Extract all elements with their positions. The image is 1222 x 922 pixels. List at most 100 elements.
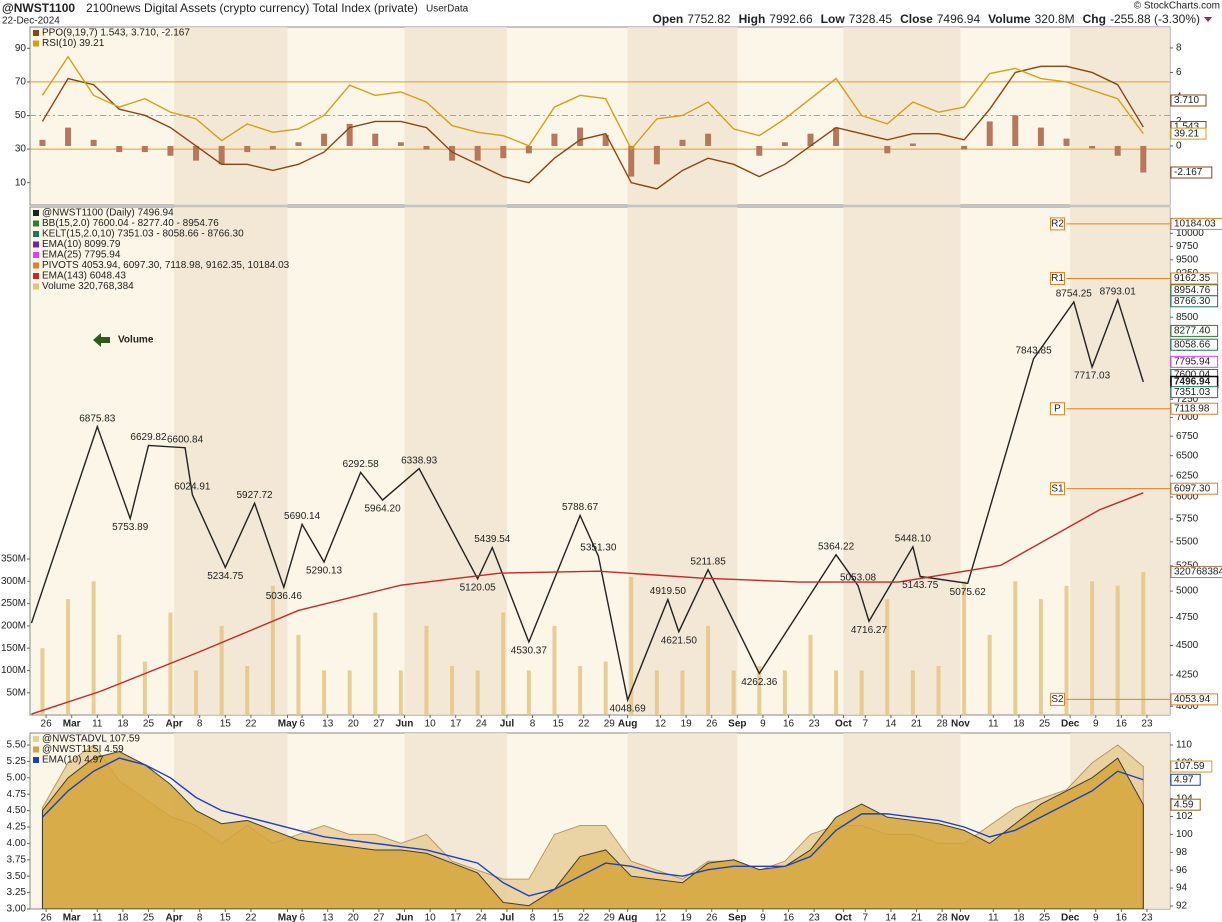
x-tick-label: Dec xyxy=(1061,913,1080,922)
x-tick-label: 11 xyxy=(92,913,103,922)
histogram-bar xyxy=(295,142,302,146)
source: UserData xyxy=(426,4,469,15)
tick-label: 5000 xyxy=(1176,586,1199,597)
quote: Open 7752.82 High 7992.66 Low 7328.45 Close 749… xyxy=(653,12,1200,26)
x-tick-label: 9 xyxy=(1093,913,1099,922)
volume-bar xyxy=(501,612,506,715)
tick-label: 4.00 xyxy=(7,838,27,849)
tick-label: 6250 xyxy=(1176,471,1199,482)
tick-label: 5500 xyxy=(1176,537,1199,548)
legend-label: @NWST11SI 4.59 xyxy=(42,744,124,755)
legend-swatch xyxy=(33,283,39,290)
volume-bar xyxy=(219,625,224,715)
histogram-bar xyxy=(807,133,814,146)
histogram-bar xyxy=(244,145,251,153)
x-tick-label: Jul xyxy=(500,719,515,730)
x-tick-label: 23 xyxy=(809,719,821,730)
x-tick-label: 20 xyxy=(348,913,360,922)
price-annotation: 8793.01 xyxy=(1100,286,1137,297)
x-tick-label: 26 xyxy=(706,913,718,922)
value-tag xyxy=(1170,324,1219,337)
histogram-bar xyxy=(397,142,404,146)
legend-swatch xyxy=(33,231,39,237)
tick-label: 4.25 xyxy=(7,822,27,833)
quote-label: Close xyxy=(900,12,933,26)
value-tag-label: 8954.76 xyxy=(1174,285,1211,296)
tick-label: 96 xyxy=(1176,865,1188,876)
histogram-bar xyxy=(756,145,763,156)
pivot-box xyxy=(1049,271,1065,285)
tick-label: 100M xyxy=(1,665,26,676)
volume-bar xyxy=(347,670,352,715)
value-tag xyxy=(1170,566,1222,579)
volume-bar xyxy=(782,670,787,715)
x-tick-label: 8 xyxy=(530,719,536,730)
month-band xyxy=(1070,27,1170,205)
histogram-bar xyxy=(679,139,686,146)
price-annotation: 5211.85 xyxy=(690,556,726,567)
tick-label: 6500 xyxy=(1176,450,1199,461)
x-tick-label: 23 xyxy=(1141,913,1153,922)
histogram-bar xyxy=(1063,138,1070,146)
quote-value: 320.8M xyxy=(1035,12,1075,26)
legend-swatch xyxy=(33,252,39,258)
x-tick-label: 18 xyxy=(117,913,129,922)
price-annotation: 5964.20 xyxy=(364,504,401,515)
x-tick-label: 28 xyxy=(937,719,949,730)
price-annotation: 6024.91 xyxy=(174,481,211,492)
x-tick-label: 28 xyxy=(937,913,949,922)
price-annotation: 4048.69 xyxy=(610,704,647,715)
quote-value: 7328.45 xyxy=(849,12,893,26)
x-tick-label: Jun xyxy=(396,913,414,922)
x-tick-label: 26 xyxy=(41,913,53,922)
month-band xyxy=(843,207,961,715)
tick-label: 10 xyxy=(15,177,27,188)
plot-area xyxy=(30,27,1170,205)
month-band xyxy=(1070,207,1170,715)
x-tick-label: 7 xyxy=(863,913,869,922)
tick-label: 6000 xyxy=(1176,492,1199,503)
x-tick-label: 21 xyxy=(911,913,923,922)
pivot-tag xyxy=(1170,217,1222,230)
x-tick-label: Apr xyxy=(165,913,182,922)
month-band xyxy=(174,207,288,715)
histogram-bar xyxy=(577,127,584,146)
volume-bar xyxy=(270,585,275,715)
value-tag-label: 4.59 xyxy=(1174,799,1194,810)
x-tick-label: 9 xyxy=(1093,719,1099,730)
value-tag-label: 7496.94 xyxy=(1174,377,1211,388)
price-annotation: 8754.25 xyxy=(1056,289,1093,300)
volume-bar xyxy=(117,634,122,715)
volume-bar xyxy=(245,665,250,715)
legend-label: Volume 320,768,384 xyxy=(42,281,134,292)
pivot-box xyxy=(1049,482,1065,496)
tick-label: 100 xyxy=(1176,829,1193,840)
value-tag xyxy=(1170,127,1207,140)
x-tick-label: 22 xyxy=(245,913,257,922)
pivot-label: S2 xyxy=(1051,694,1064,705)
x-tick-label: May xyxy=(278,719,298,730)
price-annotation: 7717.03 xyxy=(1074,371,1111,382)
histogram-bar xyxy=(525,145,532,154)
pivot-tag xyxy=(1170,272,1219,285)
price-annotation: 5143.75 xyxy=(902,580,939,591)
histogram-bar xyxy=(653,145,660,165)
x-tick-label: 27 xyxy=(373,719,385,730)
x-tick-label: 16 xyxy=(1116,719,1128,730)
price-annotation: 5753.89 xyxy=(112,522,149,533)
histogram-bar xyxy=(884,145,891,154)
price-annotation: 5439.54 xyxy=(474,534,511,545)
month-band xyxy=(843,27,961,205)
x-tick-label: 16 xyxy=(783,913,795,922)
price-annotation: 5690.14 xyxy=(284,511,321,522)
pivot-tag xyxy=(1170,482,1219,495)
volume-bar xyxy=(936,665,941,715)
pivot-box xyxy=(1049,402,1065,416)
x-tick-label: 29 xyxy=(604,719,616,730)
series-line xyxy=(31,492,1144,715)
legend-label: EMA(25) 7795.94 xyxy=(42,250,121,261)
legend-swatch xyxy=(33,40,39,47)
legend-swatch xyxy=(33,210,39,216)
tick-label: 92 xyxy=(1176,901,1188,912)
